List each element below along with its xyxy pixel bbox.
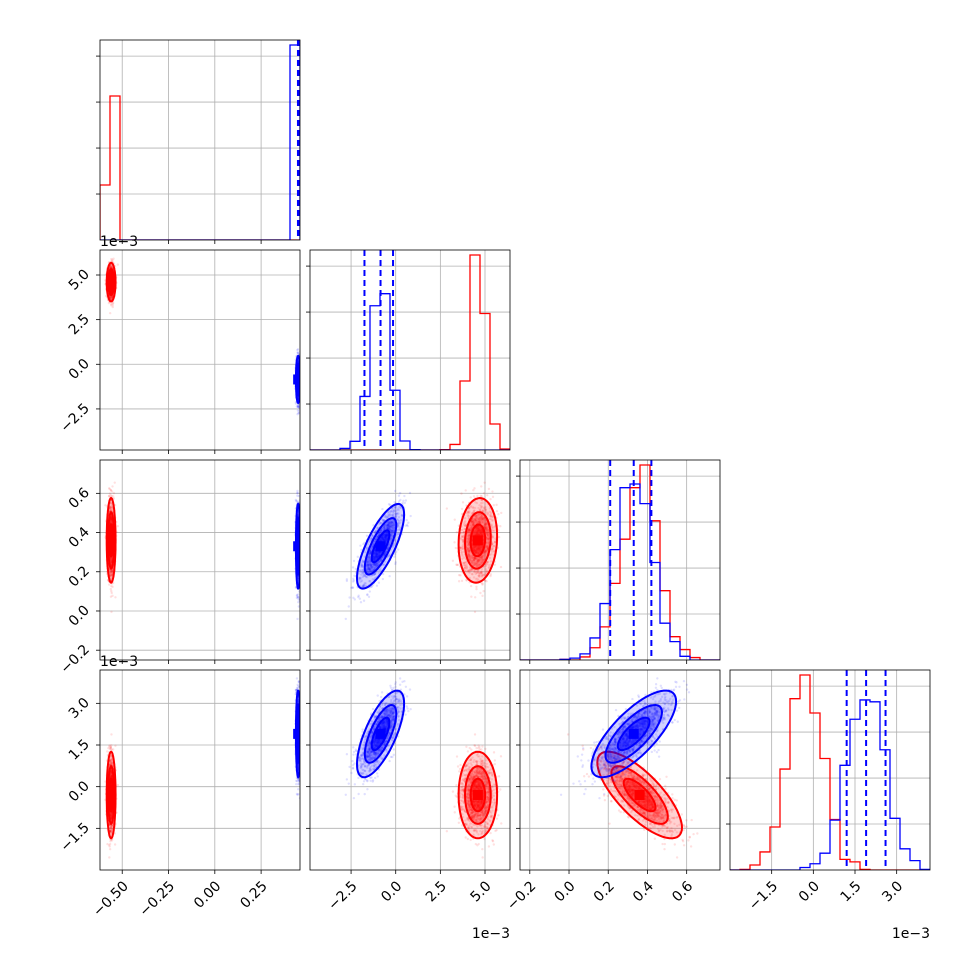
x-tick-label-2-2: 0.2 [591, 878, 618, 905]
panel-3-1 [306, 669, 511, 874]
x-tick-label-2-0: −0.2 [504, 878, 539, 913]
panel-frame-3-3 [729, 669, 931, 871]
x-tick-label-2-3: 0.4 [630, 878, 657, 905]
peak-blue-1-0 [293, 374, 300, 385]
hist-blue-2 [520, 483, 720, 660]
scatter-blue-3-2 [559, 677, 691, 800]
x-tick-label-1-0: −2.5 [325, 878, 360, 913]
x-offset-label-1: 1e−3 [472, 926, 510, 942]
panel-2-1 [306, 459, 511, 664]
panel-frame-1-0 [99, 249, 301, 451]
y-offset-label-1: 1e−3 [100, 234, 138, 250]
x-tick-label-2-1: 0.0 [552, 878, 579, 905]
hist-red-0 [100, 95, 300, 240]
y-offset-label-3: 1e−3 [100, 654, 138, 670]
y-tick-label-2-1: 0.0 [66, 602, 93, 629]
peak-blue-3-2 [628, 728, 639, 739]
x-tick-label-3-2: 1.5 [838, 878, 865, 905]
x-tick-label-3-3: 3.0 [879, 878, 906, 905]
hist-red-3 [730, 674, 930, 870]
x-tick-label-0-1: −0.25 [136, 878, 178, 920]
panel-3-3 [726, 669, 931, 874]
hist-blue-1 [310, 293, 510, 450]
panel-frame-3-1 [309, 669, 511, 871]
panel-1-1 [306, 249, 511, 454]
panel-0-0 [96, 39, 301, 244]
x-tick-label-0-3: 0.25 [237, 878, 270, 911]
x-tick-label-3-1: 0.0 [796, 878, 823, 905]
y-tick-label-2-4: 0.6 [66, 485, 93, 512]
peak-red-3-0 [106, 790, 117, 800]
hist-blue-3 [730, 699, 930, 870]
x-tick-label-1-2: 2.5 [423, 878, 450, 905]
hist-red-1 [310, 254, 510, 450]
panel-frame-2-0 [99, 459, 301, 661]
x-tick-label-1-3: 5.0 [468, 878, 495, 905]
peak-red-3-2 [634, 790, 645, 800]
y-tick-label-1-1: 0.0 [66, 356, 93, 383]
y-tick-label-2-2: 0.2 [66, 563, 93, 590]
panel-frame-3-0 [99, 669, 301, 871]
y-tick-label-1-3: 5.0 [66, 267, 93, 294]
x-tick-label-3-0: −1.5 [746, 878, 781, 913]
panel-1-0 [96, 249, 301, 454]
panel-2-0 [96, 459, 301, 664]
panel-frame-3-2 [519, 669, 721, 871]
y-tick-label-3-1: 0.0 [66, 778, 93, 805]
y-tick-label-2-0: −0.2 [57, 642, 92, 677]
y-tick-label-3-2: 1.5 [66, 737, 93, 764]
y-tick-label-3-3: 3.0 [66, 695, 93, 722]
panel-2-2 [516, 459, 721, 664]
peak-blue-2-0 [293, 541, 300, 552]
peak-red-2-0 [106, 535, 117, 546]
peak-blue-2-1 [375, 541, 386, 552]
x-tick-label-0-0: −0.50 [90, 878, 132, 920]
panel-frame-1-1 [309, 249, 511, 451]
peak-red-3-1 [472, 790, 483, 800]
y-tick-label-1-0: −2.5 [57, 400, 92, 435]
panel-frame-2-1 [309, 459, 511, 661]
panel-3-2 [516, 669, 721, 874]
y-tick-label-3-0: −1.5 [57, 820, 92, 855]
x-offset-label-3: 1e−3 [892, 926, 930, 942]
panel-3-0 [96, 669, 301, 874]
panel-frame-2-2 [519, 459, 721, 661]
peak-blue-3-0 [293, 728, 300, 739]
x-tick-label-2-4: 0.6 [669, 878, 696, 905]
peak-blue-3-1 [375, 728, 386, 739]
panel-frame-0-0 [99, 39, 301, 241]
peak-red-1-0 [106, 277, 117, 288]
y-tick-label-1-2: 2.5 [66, 311, 93, 338]
x-tick-label-1-1: 0.0 [378, 878, 405, 905]
y-tick-label-2-3: 0.4 [66, 524, 93, 551]
peak-red-2-1 [472, 535, 483, 546]
hist-blue-0 [100, 44, 300, 240]
x-tick-label-0-2: 0.00 [191, 878, 224, 911]
